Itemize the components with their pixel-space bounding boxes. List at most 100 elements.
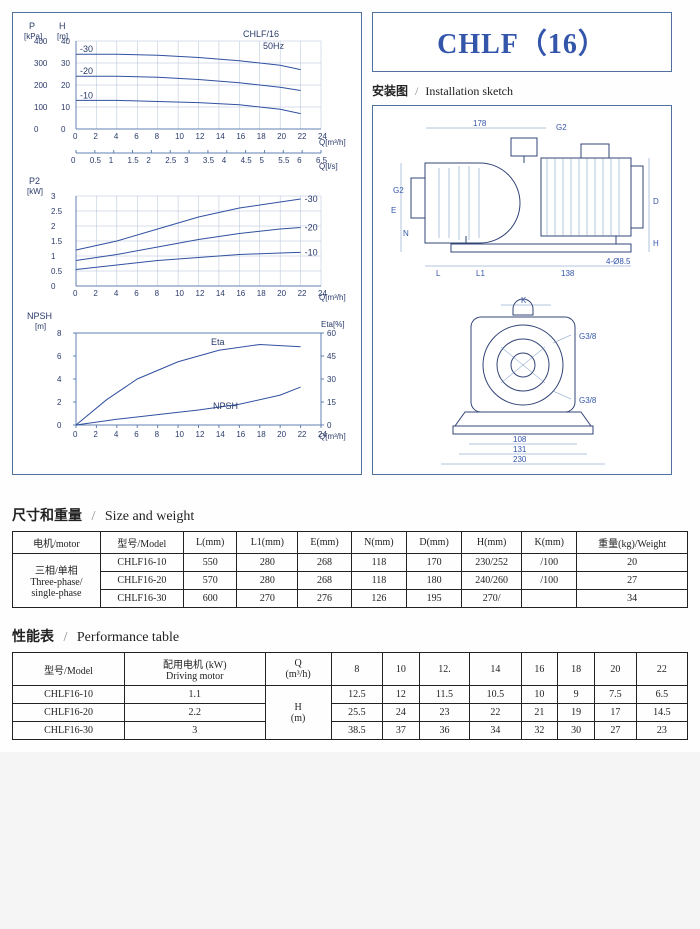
installation-header: 安装图 / Installation sketch — [372, 82, 672, 99]
svg-text:2: 2 — [51, 222, 56, 231]
svg-text:D: D — [653, 197, 659, 206]
h-label-cell: H (m) — [265, 686, 331, 740]
sketch-panel: 178 G2 G2 — [372, 105, 672, 475]
svg-text:8: 8 — [155, 289, 160, 298]
svg-text:0.5: 0.5 — [90, 156, 102, 165]
svg-text:4: 4 — [114, 289, 119, 298]
svg-text:3: 3 — [51, 192, 56, 201]
svg-text:0: 0 — [73, 132, 78, 141]
freq-label: 50Hz — [263, 41, 285, 51]
svg-text:-20: -20 — [305, 223, 318, 233]
svg-text:18: 18 — [257, 289, 266, 298]
svg-text:16: 16 — [236, 132, 245, 141]
table-row: CHLF16-101.1H (m)12.51211.510.51097.56.5 — [13, 686, 688, 704]
y-label: P2 — [29, 176, 40, 186]
svg-text:18: 18 — [257, 132, 266, 141]
size-header: 尺寸和重量 / Size and weight — [12, 505, 688, 525]
svg-text:8: 8 — [155, 430, 160, 439]
svg-text:8: 8 — [155, 132, 160, 141]
svg-text:-30: -30 — [305, 194, 318, 204]
svg-text:4.5: 4.5 — [241, 156, 253, 165]
svg-text:0: 0 — [34, 125, 39, 134]
page: P [kPa] H [m] CHLF/16 50Hz 0010010200203… — [0, 0, 700, 752]
table-row: 三相/单相 Three-phase/ single-phaseCHLF16-10… — [13, 554, 688, 572]
x2-unit: Q[l/s] — [319, 162, 338, 171]
svg-text:300: 300 — [34, 59, 48, 68]
svg-text:20: 20 — [277, 289, 286, 298]
svg-text:L: L — [436, 269, 441, 278]
chart-npsh: NPSH [m] Eta[%] 002154306458600246810121… — [21, 309, 355, 449]
col-header: 型号/Model — [100, 532, 183, 554]
chart-ph: P [kPa] H [m] CHLF/16 50Hz 0010010200203… — [21, 19, 355, 174]
x1-unit: Q[m³/h] — [319, 138, 346, 147]
svg-text:16: 16 — [236, 430, 245, 439]
svg-text:2.5: 2.5 — [51, 207, 63, 216]
svg-text:14: 14 — [216, 132, 225, 141]
svg-text:60: 60 — [327, 329, 336, 338]
svg-text:4-Ø8.5: 4-Ø8.5 — [606, 257, 631, 266]
y-unit: [kW] — [27, 187, 43, 196]
svg-text:5: 5 — [259, 156, 264, 165]
table-row: CHLF16-30600270276126195270/34 — [13, 590, 688, 608]
svg-text:3.5: 3.5 — [203, 156, 215, 165]
svg-text:4: 4 — [114, 132, 119, 141]
svg-text:4: 4 — [222, 156, 227, 165]
svg-text:2.5: 2.5 — [165, 156, 177, 165]
svg-text:0: 0 — [73, 430, 78, 439]
svg-text:0: 0 — [71, 156, 76, 165]
svg-text:400: 400 — [34, 37, 48, 46]
svg-text:0: 0 — [61, 125, 66, 134]
y1-unit: [m] — [35, 322, 46, 331]
svg-text:3: 3 — [184, 156, 189, 165]
svg-text:15: 15 — [327, 398, 336, 407]
chart-title: CHLF/16 — [243, 29, 279, 39]
svg-text:G2: G2 — [556, 123, 567, 132]
svg-text:E: E — [391, 206, 396, 215]
install-en: Installation sketch — [425, 84, 513, 98]
svg-text:20: 20 — [277, 430, 286, 439]
svg-text:30: 30 — [61, 59, 70, 68]
svg-text:-20: -20 — [80, 66, 93, 76]
svg-text:12: 12 — [196, 132, 205, 141]
svg-text:10: 10 — [61, 103, 70, 112]
table-row: CHLF16-202.225.524232221191714.5 — [13, 704, 688, 722]
installation-sketch: 178 G2 G2 — [381, 114, 665, 468]
svg-text:12: 12 — [196, 289, 205, 298]
svg-text:-30: -30 — [80, 44, 93, 54]
svg-text:G2: G2 — [393, 186, 404, 195]
svg-text:K: K — [521, 296, 527, 305]
col-header: N(mm) — [351, 532, 406, 554]
svg-text:1: 1 — [109, 156, 114, 165]
svg-text:1.5: 1.5 — [51, 237, 63, 246]
table-row: CHLF16-30338.537363432302723 — [13, 722, 688, 740]
table-row: CHLF16-20570280268118180240/260/10027 — [13, 572, 688, 590]
title-box: CHLF（16） — [372, 12, 672, 72]
svg-text:16: 16 — [236, 289, 245, 298]
svg-text:1: 1 — [51, 252, 56, 261]
svg-text:-10: -10 — [305, 247, 318, 257]
svg-text:230: 230 — [513, 455, 527, 464]
svg-text:200: 200 — [34, 81, 48, 90]
perf-header: 性能表 / Performance table — [12, 626, 688, 646]
svg-text:2: 2 — [146, 156, 151, 165]
col-header: D(mm) — [406, 532, 461, 554]
svg-text:2: 2 — [57, 398, 62, 407]
svg-text:138: 138 — [561, 269, 575, 278]
size-table: 电机/motor型号/ModelL(mm)L1(mm)E(mm)N(mm)D(m… — [12, 531, 688, 608]
col-header: E(mm) — [298, 532, 352, 554]
svg-text:40: 40 — [61, 37, 70, 46]
y1-label: P — [29, 21, 35, 31]
col-header: 重量(kg)/Weight — [577, 532, 688, 554]
svg-text:6: 6 — [57, 352, 62, 361]
col-header: 电机/motor — [13, 532, 101, 554]
svg-text:30: 30 — [327, 375, 336, 384]
chart-power: P2 [kW] 00.511.522.530246810121416182022… — [21, 174, 355, 309]
svg-text:22: 22 — [298, 132, 307, 141]
svg-text:108: 108 — [513, 435, 527, 444]
svg-text:5.5: 5.5 — [278, 156, 290, 165]
svg-text:0: 0 — [51, 282, 56, 291]
col-header: K(mm) — [522, 532, 577, 554]
svg-text:10: 10 — [175, 430, 184, 439]
y1-label: NPSH — [27, 311, 52, 321]
perf-table: 型号/Model配用电机 (kW) Driving motorQ (m³/h)8… — [12, 652, 688, 740]
